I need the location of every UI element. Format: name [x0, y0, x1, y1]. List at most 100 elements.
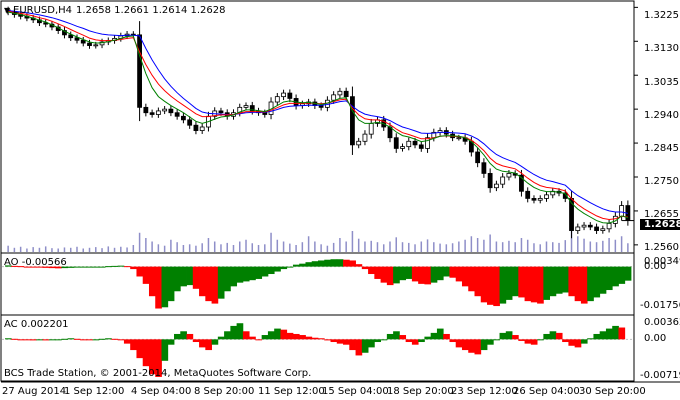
ao-bar: [386, 266, 394, 286]
ac-bar: [48, 339, 56, 341]
candle-body: [531, 198, 537, 201]
ac-bar: [261, 335, 269, 340]
candle-body: [249, 105, 255, 112]
ao-bar: [499, 266, 507, 304]
ao-bar: [324, 259, 331, 267]
ao-bar: [605, 266, 613, 291]
ac-bar: [123, 339, 131, 344]
ao-bar: [105, 266, 112, 268]
ac-bar: [299, 335, 306, 340]
current-price-tag: 1.2628: [640, 219, 680, 230]
ao-bar: [487, 266, 494, 305]
ao-bar: [148, 266, 156, 297]
ao-bar: [242, 266, 250, 282]
time-axis-label: 1 Sep 12:00: [64, 386, 125, 397]
ao-bar: [11, 265, 18, 267]
ac-bar: [136, 339, 144, 359]
candle-body: [137, 34, 142, 108]
candle-body: [581, 224, 587, 228]
ac-bar: [349, 339, 356, 351]
time-axis-label: 26 Sep 04:00: [513, 386, 580, 397]
ac-bar: [455, 339, 463, 348]
candle-body: [500, 176, 506, 185]
ac-bar: [255, 339, 263, 341]
ac-bar: [192, 339, 200, 343]
ac-bar: [174, 333, 181, 340]
ac-bar: [368, 339, 375, 348]
ac-bar: [468, 339, 475, 353]
ao-bar: [449, 266, 457, 278]
ao-bar: [274, 266, 281, 272]
ac-bar: [480, 339, 488, 351]
time-axis-label: 8 Sep 20:00: [194, 386, 255, 397]
ac-axis-label: -0.00719: [640, 370, 680, 381]
ac-bar: [430, 332, 438, 340]
candle-body: [181, 115, 186, 121]
ac-bar: [361, 339, 369, 353]
ao-bar: [211, 266, 219, 304]
ac-bar: [236, 323, 244, 340]
candle-body: [575, 226, 581, 231]
ao-bar: [123, 266, 131, 268]
ao-bar: [55, 266, 62, 269]
candle-body: [74, 37, 80, 41]
ac-bar: [280, 329, 288, 340]
ao-bar: [236, 266, 244, 283]
ac-bar: [148, 339, 156, 375]
ac-bar: [5, 338, 12, 340]
ac-bar: [155, 339, 162, 377]
ac-bar: [424, 336, 432, 340]
ac-bar: [568, 339, 576, 346]
ac-bar: [474, 339, 482, 355]
time-axis-label: 11 Sep 12:00: [258, 386, 325, 397]
ao-bar: [199, 266, 206, 297]
ac-bar: [230, 325, 238, 340]
ao-bar: [42, 266, 50, 268]
price-axis-label: 1.2750: [644, 176, 679, 187]
candle-body: [537, 198, 543, 201]
ac-bar: [555, 332, 563, 340]
ao-bar: [599, 266, 607, 294]
ac-bar: [11, 338, 18, 340]
ac-bar: [605, 328, 613, 340]
ac-bar: [98, 338, 106, 340]
time-axis-label: 4 Sep 04:00: [131, 386, 192, 397]
ao-bar: [5, 265, 12, 267]
ac-bar: [487, 339, 494, 345]
ao-bar: [405, 266, 413, 279]
symbol-selector-arrow[interactable]: ▼: [4, 6, 11, 15]
ac-bar: [574, 339, 582, 348]
ao-bar: [512, 266, 519, 297]
ac-bar: [117, 339, 125, 341]
ac-bar: [593, 333, 601, 340]
ac-bar: [530, 339, 538, 345]
ac-bar: [399, 335, 407, 340]
candle-body: [481, 162, 487, 174]
ac-bar: [443, 333, 450, 340]
price-axis-label: 1.3130: [644, 43, 679, 54]
ao-bar: [549, 266, 557, 297]
ao-bar: [568, 266, 576, 297]
ac-bar: [580, 339, 588, 344]
ao-bar: [411, 266, 419, 282]
ac-bar: [311, 337, 319, 340]
candle-body: [368, 123, 374, 135]
ac-bar: [80, 339, 87, 341]
ac-bar: [587, 338, 594, 340]
symbol-title: EURUSD,H4: [13, 5, 73, 16]
ac-bar: [167, 339, 175, 345]
candle-body: [287, 92, 293, 99]
ac-bar: [393, 331, 400, 340]
ac-indicator-label: AC 0.002201: [4, 319, 69, 330]
ao-bar: [142, 266, 150, 284]
chart-frame: [0, 0, 635, 382]
ao-bar: [130, 266, 137, 270]
candle-body: [99, 41, 105, 46]
candle-body: [168, 108, 174, 114]
ao-bar: [593, 266, 601, 298]
ao-bar: [624, 266, 632, 281]
ac-bar: [305, 336, 313, 340]
ao-bar: [261, 266, 269, 277]
